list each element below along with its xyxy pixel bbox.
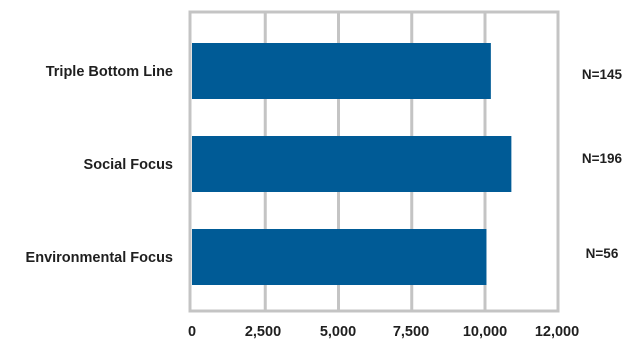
bars xyxy=(192,43,512,285)
x-tick-labels: 0 2,500 5,000 7,500 10,000 12,000 xyxy=(188,324,579,340)
x-tick-label: 5,000 xyxy=(320,324,356,340)
sample-size-labels: N=145 N=196 N=56 xyxy=(582,67,623,261)
sample-size-label: N=56 xyxy=(586,246,619,261)
x-tick-label: 0 xyxy=(188,324,196,340)
plot-frame xyxy=(188,10,560,313)
sample-size-label: N=145 xyxy=(582,67,623,82)
bar xyxy=(192,43,491,99)
x-tick-label: 7,500 xyxy=(393,324,429,340)
sample-size-label: N=196 xyxy=(582,151,623,166)
bar xyxy=(192,136,512,192)
category-label: Triple Bottom Line xyxy=(46,64,173,80)
x-tick-label: 2,500 xyxy=(245,324,281,340)
category-label: Social Focus xyxy=(84,157,173,173)
x-tick-label: 12,000 xyxy=(535,324,579,340)
bar xyxy=(192,229,487,285)
category-label: Environmental Focus xyxy=(26,250,173,266)
x-tick-label: 10,000 xyxy=(463,324,507,340)
category-labels: Triple Bottom Line Social Focus Environmen… xyxy=(26,64,173,266)
